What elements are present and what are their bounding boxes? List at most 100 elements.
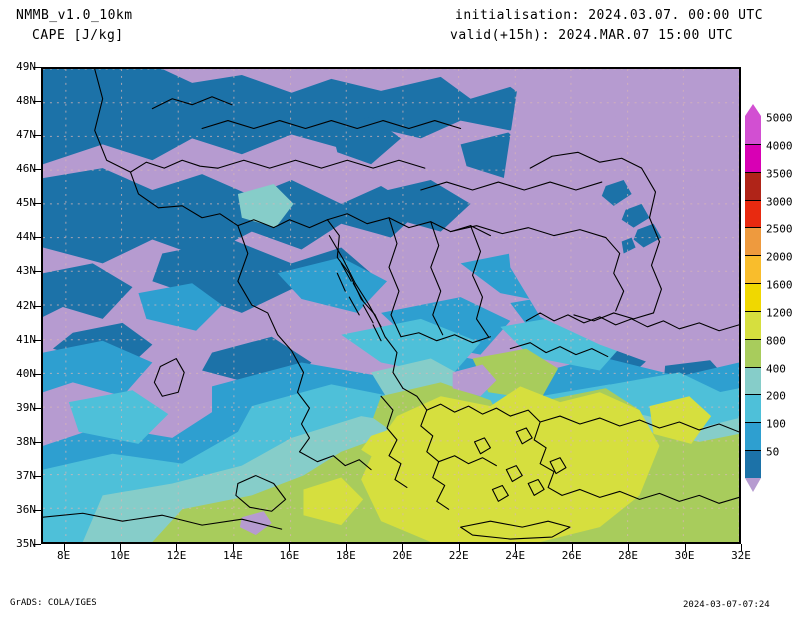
lat-tick-label-36n: 36N — [16, 502, 36, 516]
lat-tick-label-40n: 40N — [16, 366, 36, 380]
lat-tick-label-45n: 45N — [16, 196, 36, 210]
colorbar-separator — [745, 255, 761, 257]
lon-tick-mark-8e — [63, 544, 65, 551]
colorbar-band-400 — [745, 366, 761, 395]
colorbar-separator — [745, 171, 761, 173]
lon-tick-mark-18e — [345, 544, 347, 551]
colorbar-band-1200 — [745, 310, 761, 339]
variable-title: CAPE [J/kg] — [32, 28, 124, 43]
colorbar-band-2000 — [745, 255, 761, 284]
lat-tick-label-49n: 49N — [16, 60, 36, 73]
lon-tick-label-10e: 10E — [110, 549, 130, 562]
colorbar-band-3500 — [745, 171, 761, 200]
colorbar-separator — [745, 450, 761, 452]
cape-isolated-patches-ne — [601, 180, 662, 254]
colorbar-top-arrow — [745, 104, 761, 116]
lon-tick-mark-14e — [232, 544, 234, 551]
lon-tick-label-18e: 18E — [335, 549, 356, 562]
colorbar-separator — [745, 199, 761, 201]
colorbar-label-3500: 3500 — [766, 167, 793, 181]
colorbar-label-3000: 3000 — [766, 195, 793, 209]
colorbar-separator — [745, 143, 761, 145]
cape-heatmap — [43, 69, 739, 542]
lon-tick-label-24e: 24E — [505, 549, 526, 562]
cape-band-purple-northeast — [502, 69, 739, 367]
lat-tick-mark-44n — [33, 237, 41, 239]
colorbar-band-1600 — [745, 283, 761, 311]
lon-tick-label-32e: 32E — [731, 549, 751, 562]
lat-tick-label-48n: 48N — [16, 94, 36, 108]
colorbar-label-100: 100 — [766, 417, 786, 431]
lat-tick-label-38n: 38N — [16, 434, 36, 448]
colorbar-label-1200: 1200 — [766, 306, 793, 320]
lat-tick-mark-47n — [33, 135, 41, 137]
lat-tick-label-43n: 43N — [16, 264, 36, 278]
lon-tick-mark-12e — [176, 544, 178, 551]
colorbar-label-400: 400 — [766, 362, 786, 376]
colorbar-band-5000 — [745, 116, 761, 144]
lat-tick-label-47n: 47N — [16, 128, 36, 142]
colorbar-band-50 — [745, 450, 761, 478]
colorbar-bottom-arrow — [745, 478, 761, 492]
colorbar-label-800: 800 — [766, 334, 786, 348]
initialisation-time: initialisation: 2024.03.07. 00:00 UTC — [455, 8, 764, 23]
colorbar-separator — [745, 422, 761, 424]
colorbar-label-200: 200 — [766, 389, 786, 403]
lat-tick-label-41n: 41N — [16, 332, 36, 346]
colorbar-band-3000 — [745, 199, 761, 228]
lon-tick-label-22e: 22E — [448, 549, 469, 562]
lon-tick-label-8e: 8E — [56, 549, 71, 562]
lon-tick-label-30e: 30E — [674, 549, 695, 562]
lat-tick-mark-37n — [33, 475, 41, 477]
lat-tick-mark-49n — [33, 67, 41, 68]
coastline-overlay — [43, 69, 739, 540]
lat-tick-label-39n: 39N — [16, 400, 36, 414]
colorbar-separator — [745, 366, 761, 368]
lon-tick-label-20e: 20E — [392, 549, 413, 562]
lon-tick-mark-28e — [628, 544, 630, 551]
lat-tick-mark-46n — [33, 169, 41, 171]
lat-tick-label-35n: 35N — [16, 537, 36, 550]
lat-tick-label-46n: 46N — [16, 162, 36, 176]
render-stamp: 2024-03-07-07:24 — [683, 600, 770, 610]
lon-tick-mark-10e — [120, 544, 122, 551]
lon-tick-label-16e: 16E — [279, 549, 300, 562]
colorbar-label-5000: 5000 — [766, 111, 793, 125]
lat-tick-mark-38n — [33, 441, 41, 443]
lon-tick-mark-16e — [289, 544, 291, 551]
colorbar-label-50: 50 — [766, 445, 780, 459]
grads-credit: GrADS: COLA/IGES — [10, 598, 97, 608]
colorbar-label-4000: 4000 — [766, 139, 793, 153]
colorbar-separator — [745, 283, 761, 285]
colorbar-band-800 — [745, 338, 761, 367]
lat-tick-label-37n: 37N — [16, 468, 36, 482]
map-plot-area — [41, 67, 741, 544]
colorbar-label-2000: 2000 — [766, 250, 793, 264]
colorbar-band-200 — [745, 394, 761, 423]
lon-tick-label-28e: 28E — [618, 549, 639, 562]
lat-tick-mark-45n — [33, 203, 41, 205]
colorbar — [745, 116, 761, 478]
lat-tick-mark-41n — [33, 339, 41, 341]
lon-tick-label-12e: 12E — [166, 549, 187, 562]
lon-tick-mark-24e — [515, 544, 517, 551]
lon-tick-mark-32e — [741, 544, 742, 551]
lon-tick-mark-22e — [458, 544, 460, 551]
colorbar-band-100 — [745, 422, 761, 451]
lon-tick-mark-26e — [571, 544, 573, 551]
colorbar-separator — [745, 394, 761, 396]
colorbar-label-1600: 1600 — [766, 278, 793, 292]
lat-tick-mark-42n — [33, 305, 41, 307]
colorbar-separator — [745, 338, 761, 340]
cape-band-1200plus — [303, 386, 712, 542]
colorbar-band-2500 — [745, 227, 761, 256]
lon-tick-mark-20e — [402, 544, 404, 551]
lon-tick-label-26e: 26E — [561, 549, 582, 562]
lat-tick-label-42n: 42N — [16, 298, 36, 312]
lat-tick-label-44n: 44N — [16, 230, 36, 244]
lat-tick-mark-35n — [33, 544, 41, 545]
lat-tick-mark-48n — [33, 101, 41, 103]
colorbar-band-4000 — [745, 143, 761, 172]
lat-tick-mark-43n — [33, 271, 41, 273]
lat-tick-mark-39n — [33, 407, 41, 409]
